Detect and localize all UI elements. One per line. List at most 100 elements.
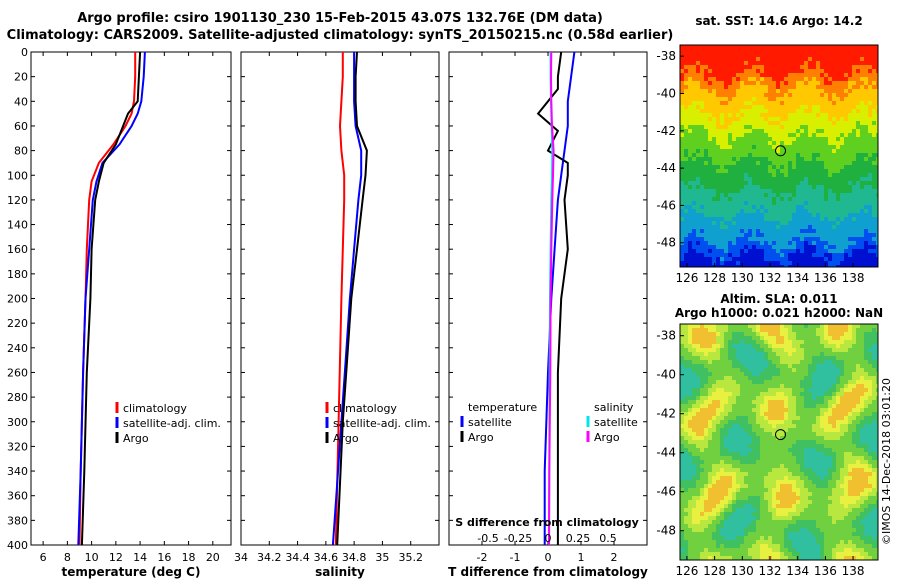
sla-cell <box>696 436 700 440</box>
sst-cell <box>852 197 856 201</box>
sst-cell <box>680 45 684 49</box>
sst-cell <box>780 237 784 241</box>
sst-cell <box>772 93 776 97</box>
sst-cell <box>720 237 724 241</box>
sst-cell <box>836 53 840 57</box>
sst-cell <box>868 145 872 149</box>
sla-cell <box>700 444 704 448</box>
sla-cell <box>808 456 812 460</box>
sst-cell <box>780 245 784 249</box>
sst-cell <box>828 257 832 261</box>
sst-cell <box>744 57 748 61</box>
sst-cell <box>796 245 800 249</box>
sla-cell <box>864 356 868 360</box>
sla-cell <box>688 472 692 476</box>
sst-cell <box>812 181 816 185</box>
sla-cell <box>824 340 828 344</box>
depth-tick-label: 360 <box>7 490 28 503</box>
sst-cell <box>744 189 748 193</box>
sla-cell <box>792 388 796 392</box>
sst-cell <box>684 221 688 225</box>
sla-cell <box>716 404 720 408</box>
sla-cell <box>856 340 860 344</box>
sst-cell <box>852 113 856 117</box>
sla-cell <box>800 400 804 404</box>
sst-cell <box>828 89 832 93</box>
sla-cell <box>836 424 840 428</box>
sla-cell <box>776 416 780 420</box>
sst-cell <box>704 65 708 69</box>
sla-cell <box>744 328 748 332</box>
sla-cell <box>876 472 878 476</box>
sst-cell <box>756 137 760 141</box>
sst-cell <box>768 253 772 257</box>
sla-cell <box>700 476 704 480</box>
sst-cell <box>852 221 856 225</box>
sla-cell <box>744 364 748 368</box>
sla-cell <box>856 348 860 352</box>
sst-cell <box>820 213 824 217</box>
sst-cell <box>712 133 716 137</box>
sst-cell <box>692 149 696 153</box>
sst-cell <box>868 201 872 205</box>
sla-cell <box>692 400 696 404</box>
sst-cell <box>708 161 712 165</box>
sla-cell <box>788 468 792 472</box>
sst-cell <box>704 105 708 109</box>
sla-cell <box>680 392 684 396</box>
sst-cell <box>856 173 860 177</box>
sst-cell <box>876 85 878 89</box>
sla-cell <box>784 324 788 328</box>
sst-cell <box>792 217 796 221</box>
sst-cell <box>720 141 724 145</box>
sla-cell <box>704 424 708 428</box>
sst-cell <box>752 177 756 181</box>
sla-cell <box>800 356 804 360</box>
sst-cell <box>788 217 792 221</box>
sst-cell <box>772 229 776 233</box>
sst-cell <box>836 205 840 209</box>
sst-cell <box>736 189 740 193</box>
sst-cell <box>756 133 760 137</box>
sst-cell <box>708 61 712 65</box>
sst-cell <box>832 169 836 173</box>
sla-cell <box>724 344 728 348</box>
sst-cell <box>848 117 852 121</box>
sla-cell <box>852 424 856 428</box>
sst-cell <box>832 49 836 53</box>
sst-cell <box>744 97 748 101</box>
sst-cell <box>860 245 864 249</box>
sst-cell <box>756 69 760 73</box>
sst-cell <box>776 201 780 205</box>
sst-cell <box>748 69 752 73</box>
sst-cell <box>752 101 756 105</box>
sst-cell <box>728 113 732 117</box>
sst-cell <box>692 193 696 197</box>
sla-cell <box>696 368 700 372</box>
sst-cell <box>828 113 832 117</box>
sla-cell <box>748 388 752 392</box>
sla-cell <box>852 396 856 400</box>
sst-cell <box>812 61 816 65</box>
s-tick-label: -0.5 <box>477 532 498 545</box>
sla-cell <box>812 472 816 476</box>
sst-cell <box>716 105 720 109</box>
sst-cell <box>824 265 828 267</box>
sst-cell <box>744 197 748 201</box>
sla-cell <box>756 340 760 344</box>
sst-cell <box>808 241 812 245</box>
sla-cell <box>792 328 796 332</box>
sla-cell <box>820 472 824 476</box>
sst-cell <box>760 201 764 205</box>
sst-cell <box>872 149 876 153</box>
sst-cell <box>832 197 836 201</box>
sla-cell <box>852 368 856 372</box>
sst-cell <box>784 165 788 169</box>
sla-cell <box>848 376 852 380</box>
sla-cell <box>692 464 696 468</box>
sst-cell <box>784 193 788 197</box>
x-tick-label: 14 <box>133 551 147 564</box>
sla-cell <box>760 408 764 412</box>
x-tick-label: 34.2 <box>257 551 282 564</box>
sst-cell <box>680 153 684 157</box>
